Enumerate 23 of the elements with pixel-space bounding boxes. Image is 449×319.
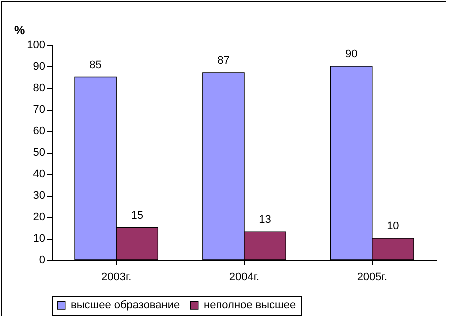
data-label: 87	[218, 54, 230, 67]
y-tick-label: 70	[33, 104, 46, 116]
data-label: 85	[90, 59, 102, 72]
y-tick-label: 0	[39, 254, 46, 266]
data-label: 15	[131, 210, 144, 222]
legend-label: неполное высшее	[204, 300, 296, 312]
y-tick-label: 60	[33, 126, 46, 138]
x-tick-label: 2005г.	[357, 272, 388, 284]
data-label: 13	[259, 214, 272, 226]
data-label: 90	[345, 48, 358, 60]
x-tick-label: 2003г.	[101, 272, 132, 284]
y-tick-label: 40	[33, 168, 46, 180]
y-tick-label: 90	[33, 61, 46, 73]
y-tick-label: 10	[33, 233, 46, 245]
y-tick-label: 100	[27, 40, 46, 52]
y-tick-label: 50	[33, 147, 46, 159]
y-tick-label: 30	[33, 190, 46, 202]
x-tick-label: 2004г.	[229, 272, 260, 284]
y-tick-label: 80	[33, 82, 46, 94]
y-tick-label: 20	[33, 212, 46, 224]
data-label: 10	[387, 220, 400, 232]
legend-label: высшее образование	[71, 300, 180, 312]
y-axis-title: %	[14, 24, 26, 38]
